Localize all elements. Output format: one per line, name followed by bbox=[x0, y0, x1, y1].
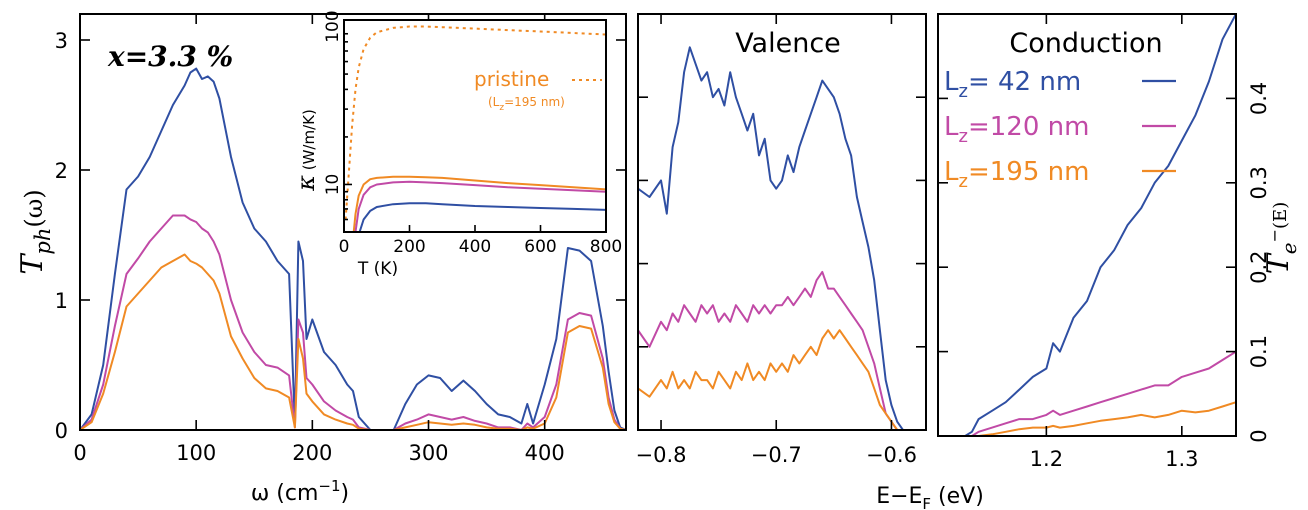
inset-series-blue bbox=[358, 202, 606, 232]
inset-background bbox=[344, 20, 606, 232]
legend-label-magenta: Lz=120 nm bbox=[944, 112, 1089, 147]
valence-panel: −0.8 −0.7 −0.6 Valence E−EF (eV) bbox=[636, 13, 984, 510]
conduction-ytick-label: 0.4 bbox=[1247, 82, 1271, 115]
inset-legend-sub: (Lz=195 nm) bbox=[488, 95, 565, 113]
conduction-series-orange bbox=[938, 401, 1236, 436]
phonon-xtick-label: 300 bbox=[408, 441, 448, 465]
inset-x-axis-label: T (K) bbox=[357, 259, 398, 279]
valence-xtick-label: −0.7 bbox=[751, 443, 802, 467]
phonon-series-blue bbox=[80, 67, 626, 430]
phonon-series-magenta bbox=[80, 214, 626, 430]
inset-series-orange bbox=[352, 175, 606, 232]
inset-xtick-label: 0 bbox=[339, 237, 350, 257]
phonon-ytick-label: 3 bbox=[55, 29, 68, 53]
phonon-y-axis-label: Tph(ω) bbox=[15, 189, 55, 274]
valence-xtick-label: −0.6 bbox=[866, 443, 917, 467]
kappa-inset-panel: 0 200 400 600 800 10 100 T (K) κ (W/m/K) pristine… bbox=[292, 10, 622, 279]
valence-frame bbox=[637, 13, 927, 431]
valence-xtick-label: −0.8 bbox=[636, 443, 687, 467]
conduction-xtick-label: 1.3 bbox=[1165, 447, 1198, 471]
conduction-ytick-label: 0.2 bbox=[1247, 250, 1271, 283]
legend-label-orange: Lz=195 nm bbox=[944, 157, 1089, 192]
phonon-x-axis-label: ω (cm−1) bbox=[251, 477, 349, 506]
inset-xtick-label: 400 bbox=[459, 237, 491, 257]
conduction-ytick-label: 0 bbox=[1247, 429, 1271, 442]
valence-series-blue bbox=[638, 46, 926, 430]
inset-series-magenta bbox=[354, 180, 606, 232]
inset-series-pristine bbox=[344, 25, 606, 220]
conduction-ytick-label: 0.3 bbox=[1247, 166, 1271, 199]
phonon-xtick-label: 200 bbox=[292, 441, 332, 465]
inset-xtick-label: 800 bbox=[590, 237, 622, 257]
inset-xtick-label: 600 bbox=[524, 237, 556, 257]
valence-title: Valence bbox=[735, 28, 841, 59]
conduction-ytick-label: 0.1 bbox=[1247, 335, 1271, 368]
phonon-series-orange bbox=[80, 253, 626, 430]
valence-series-magenta bbox=[638, 270, 926, 430]
conduction-title: Conduction bbox=[1009, 28, 1162, 59]
conduction-series-blue bbox=[938, 14, 1236, 436]
doping-annotation: x=3.3 % bbox=[107, 40, 233, 73]
energy-x-axis-label: E−EF (eV) bbox=[876, 484, 984, 510]
phonon-xtick-label: 100 bbox=[176, 441, 216, 465]
phonon-ytick-label: 1 bbox=[55, 289, 68, 313]
electron-y-axis-label: Te−(E) bbox=[1261, 202, 1301, 274]
conduction-xtick-label: 1.2 bbox=[1030, 447, 1063, 471]
inset-legend-pristine: pristine bbox=[474, 67, 549, 91]
phonon-ytick-label: 2 bbox=[55, 159, 68, 183]
inset-y-axis-label: κ (W/m/K) bbox=[292, 109, 320, 192]
conduction-series-magenta bbox=[938, 350, 1236, 436]
phonon-xtick-label: 400 bbox=[525, 441, 565, 465]
legend-label-blue: Lz= 42 nm bbox=[944, 67, 1081, 102]
phonon-frame bbox=[79, 13, 627, 431]
inset-ytick-label: 100 bbox=[323, 10, 343, 42]
inset-xtick-label: 200 bbox=[393, 237, 425, 257]
conduction-frame bbox=[937, 13, 1237, 437]
valence-series-orange bbox=[638, 329, 926, 430]
phonon-ytick-label: 0 bbox=[55, 419, 68, 443]
inset-ytick-label: 10 bbox=[323, 174, 343, 196]
conduction-panel: 1.2 1.3 0 0.1 0.2 0.3 0.4 Conduction Lz= 42 nm Lz… bbox=[937, 13, 1301, 471]
phonon-xtick-label: 0 bbox=[73, 441, 86, 465]
